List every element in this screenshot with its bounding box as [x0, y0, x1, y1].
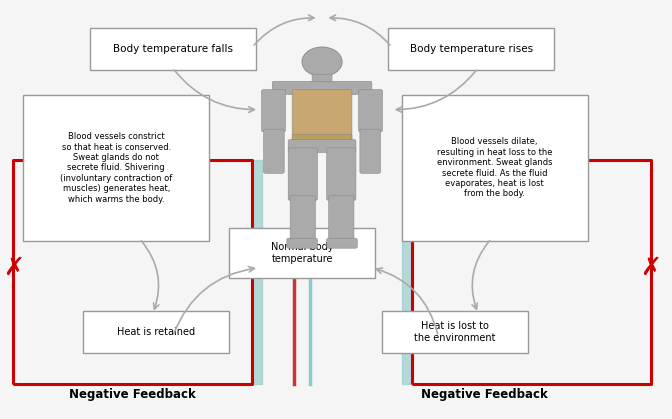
FancyBboxPatch shape: [287, 90, 358, 94]
FancyBboxPatch shape: [290, 196, 315, 242]
Text: Negative Feedback: Negative Feedback: [421, 388, 548, 401]
Ellipse shape: [302, 47, 342, 76]
Text: Negative Feedback: Negative Feedback: [69, 388, 196, 401]
FancyBboxPatch shape: [327, 238, 358, 248]
FancyBboxPatch shape: [312, 74, 332, 86]
FancyBboxPatch shape: [288, 140, 356, 153]
Text: Heat is retained: Heat is retained: [117, 327, 195, 337]
FancyBboxPatch shape: [288, 148, 317, 200]
FancyBboxPatch shape: [83, 311, 229, 353]
FancyBboxPatch shape: [24, 95, 209, 241]
FancyBboxPatch shape: [360, 129, 380, 173]
Text: Body temperature rises: Body temperature rises: [410, 44, 533, 54]
FancyBboxPatch shape: [229, 228, 375, 278]
FancyBboxPatch shape: [327, 148, 356, 200]
Text: Blood vessels constrict
so that heat is conserved.
Sweat glands do not
secrete f: Blood vessels constrict so that heat is …: [60, 132, 172, 204]
Text: ✗: ✗: [640, 256, 661, 280]
FancyBboxPatch shape: [292, 134, 352, 144]
FancyBboxPatch shape: [388, 28, 554, 70]
FancyBboxPatch shape: [287, 238, 317, 248]
Text: ✗: ✗: [3, 256, 24, 280]
FancyBboxPatch shape: [89, 28, 255, 70]
FancyBboxPatch shape: [261, 90, 286, 132]
FancyBboxPatch shape: [402, 95, 587, 241]
FancyBboxPatch shape: [382, 311, 528, 353]
FancyBboxPatch shape: [263, 129, 284, 173]
FancyBboxPatch shape: [272, 81, 372, 94]
FancyBboxPatch shape: [329, 196, 354, 242]
Text: Body temperature falls: Body temperature falls: [113, 44, 233, 54]
Text: Normal body
temperature: Normal body temperature: [271, 243, 333, 264]
Text: Blood vessels dilate,
resulting in heat loss to the
environment. Sweat glands
se: Blood vessels dilate, resulting in heat …: [437, 137, 552, 198]
Text: Heat is lost to
the environment: Heat is lost to the environment: [414, 321, 495, 343]
FancyBboxPatch shape: [292, 90, 352, 142]
FancyBboxPatch shape: [359, 90, 382, 132]
